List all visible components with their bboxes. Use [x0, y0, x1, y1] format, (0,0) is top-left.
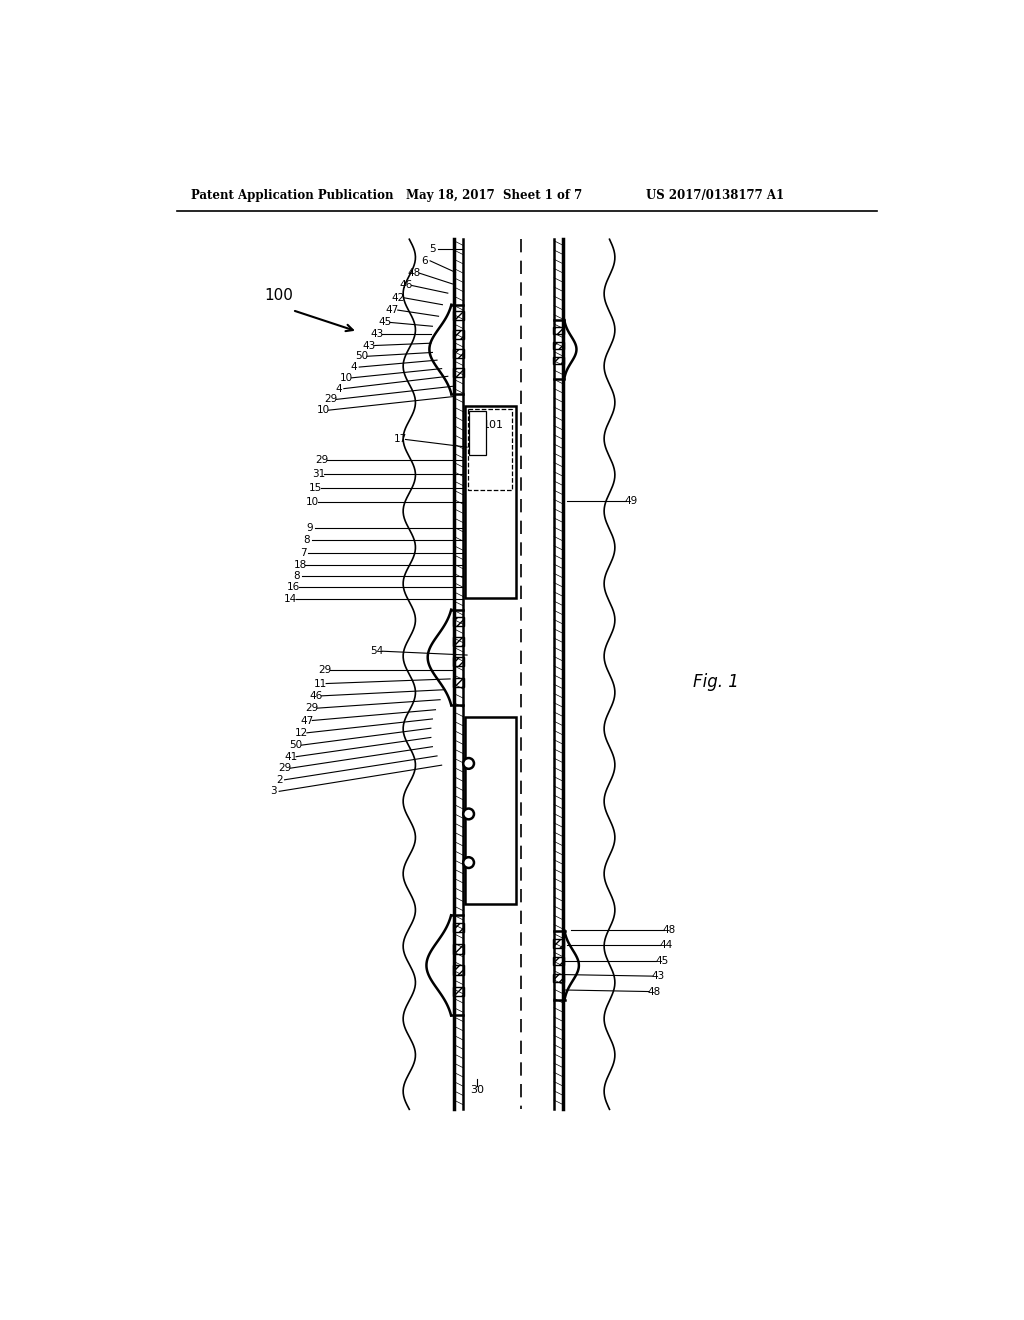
Bar	[454, 986, 464, 997]
Text: 6: 6	[422, 256, 428, 265]
Text: 100: 100	[264, 288, 293, 304]
Bar	[454, 944, 464, 953]
Text: 14: 14	[284, 594, 297, 603]
Bar	[454, 616, 464, 626]
Text: Fig. 1: Fig. 1	[693, 673, 738, 690]
Text: 46: 46	[399, 280, 413, 290]
Text: 42: 42	[392, 293, 406, 302]
Text: 10: 10	[340, 372, 352, 383]
Bar	[454, 965, 464, 975]
Text: 10: 10	[316, 405, 330, 416]
Circle shape	[463, 758, 474, 768]
Text: 12: 12	[295, 727, 308, 738]
Text: 31: 31	[312, 469, 325, 479]
Text: 101: 101	[482, 420, 504, 430]
Bar	[454, 923, 464, 932]
Text: 46: 46	[309, 690, 323, 701]
Text: 4: 4	[335, 384, 342, 393]
Text: 43: 43	[651, 972, 665, 981]
Text: 44: 44	[659, 940, 673, 950]
Text: 48: 48	[663, 925, 676, 935]
Text: 9: 9	[306, 523, 312, 533]
Bar	[465, 405, 516, 598]
Text: 30: 30	[470, 1085, 484, 1096]
Bar	[553, 356, 564, 364]
Text: 43: 43	[371, 329, 384, 339]
Bar	[469, 411, 485, 455]
Text: 5: 5	[429, 244, 436, 255]
Text: 8: 8	[303, 536, 309, 545]
Text: 50: 50	[355, 351, 368, 362]
Text: 47: 47	[386, 305, 399, 315]
Text: 18: 18	[293, 560, 306, 570]
Text: 29: 29	[315, 455, 328, 465]
Text: 47: 47	[300, 715, 313, 726]
Text: 29: 29	[318, 665, 331, 676]
Text: 4: 4	[350, 362, 357, 372]
Bar	[454, 657, 464, 667]
Text: 8: 8	[294, 570, 300, 581]
Bar	[454, 677, 464, 686]
Bar	[553, 327, 564, 334]
Text: 41: 41	[284, 751, 297, 762]
Text: 48: 48	[408, 268, 421, 279]
Bar	[553, 974, 564, 982]
Bar	[454, 368, 464, 378]
Bar	[454, 638, 464, 647]
Text: 10: 10	[306, 496, 318, 507]
Bar	[454, 350, 464, 358]
Bar	[454, 312, 464, 319]
Bar	[553, 940, 564, 948]
Text: 29: 29	[305, 704, 318, 713]
Text: 45: 45	[655, 956, 669, 966]
Bar	[465, 717, 516, 904]
Text: May 18, 2017  Sheet 1 of 7: May 18, 2017 Sheet 1 of 7	[407, 189, 583, 202]
Bar	[468, 409, 512, 490]
Text: 17: 17	[393, 434, 407, 445]
Bar	[454, 330, 464, 339]
Bar	[553, 957, 564, 965]
Text: 3: 3	[270, 787, 278, 796]
Bar	[553, 342, 564, 348]
Text: 49: 49	[625, 496, 638, 506]
Text: 16: 16	[287, 582, 300, 591]
Text: 15: 15	[308, 483, 322, 492]
Text: 2: 2	[275, 775, 283, 785]
Circle shape	[463, 809, 474, 820]
Text: 11: 11	[314, 678, 328, 689]
Text: 29: 29	[325, 395, 337, 404]
Text: 29: 29	[278, 763, 291, 774]
Text: US 2017/0138177 A1: US 2017/0138177 A1	[646, 189, 784, 202]
Text: 45: 45	[378, 317, 391, 327]
Text: 54: 54	[371, 647, 384, 656]
Text: 50: 50	[290, 741, 303, 750]
Text: 43: 43	[362, 341, 376, 351]
Text: 48: 48	[647, 986, 660, 997]
Text: 7: 7	[300, 548, 306, 557]
Text: Patent Application Publication: Patent Application Publication	[190, 189, 393, 202]
Circle shape	[463, 857, 474, 869]
